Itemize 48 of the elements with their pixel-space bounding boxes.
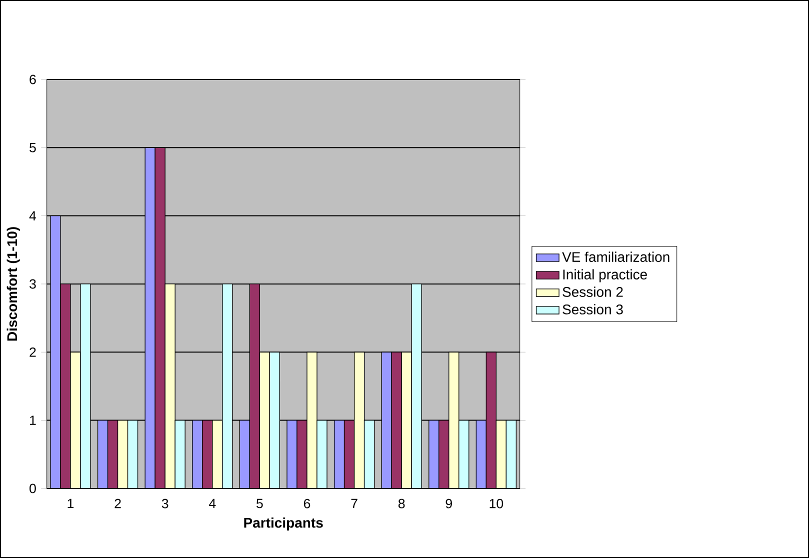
bar: [438, 420, 450, 488]
y-tick-label: 6: [30, 74, 36, 84]
bar: [411, 284, 422, 488]
y-tick-label: 1: [30, 416, 36, 425]
bar: [486, 352, 497, 488]
bar: [448, 352, 460, 488]
x-tick-label: 2: [114, 498, 121, 508]
x-axis-title: Participants: [244, 517, 323, 531]
y-tick-label: 5: [30, 142, 36, 152]
legend-label: Session 3: [562, 304, 623, 314]
bar: [259, 352, 270, 488]
bar: [128, 420, 138, 488]
legend-label: Session 2: [562, 286, 623, 297]
bar: [496, 420, 507, 488]
bar: [354, 352, 365, 488]
x-tick-label: 5: [256, 498, 263, 508]
y-tick-label: 0: [30, 484, 36, 494]
bar: [222, 284, 233, 488]
x-tick-label: 4: [208, 498, 216, 508]
y-axis-title: Discomfort (1-10): [6, 227, 20, 341]
bar: [80, 284, 91, 488]
x-tick-label: 1: [68, 498, 74, 508]
y-tick-label: 2: [30, 347, 36, 357]
x-tick-label: 3: [162, 498, 168, 508]
bar: [154, 147, 166, 488]
bar: [506, 420, 517, 488]
bar: [108, 420, 118, 488]
x-tick-label: 10: [490, 498, 504, 508]
legend-label: VE familiarization: [562, 252, 670, 262]
x-tick-label: 6: [304, 498, 310, 508]
bar: [458, 420, 470, 488]
x-tick-label: 8: [398, 498, 405, 508]
bar: [118, 420, 128, 488]
y-tick-label: 4: [29, 211, 36, 220]
bar: [164, 284, 176, 488]
y-tick-label: 3: [30, 279, 36, 289]
bar: [212, 420, 223, 488]
x-tick-label: 9: [446, 498, 452, 508]
x-tick-label: 7: [351, 498, 358, 508]
bar: [60, 284, 71, 488]
bar: [269, 352, 280, 488]
bar: [344, 420, 355, 488]
legend-label: Initial practice: [563, 269, 647, 282]
bar: [249, 284, 260, 488]
bar: [401, 352, 412, 488]
bar: [391, 352, 402, 488]
bar: [202, 420, 213, 488]
bar: [364, 420, 375, 488]
